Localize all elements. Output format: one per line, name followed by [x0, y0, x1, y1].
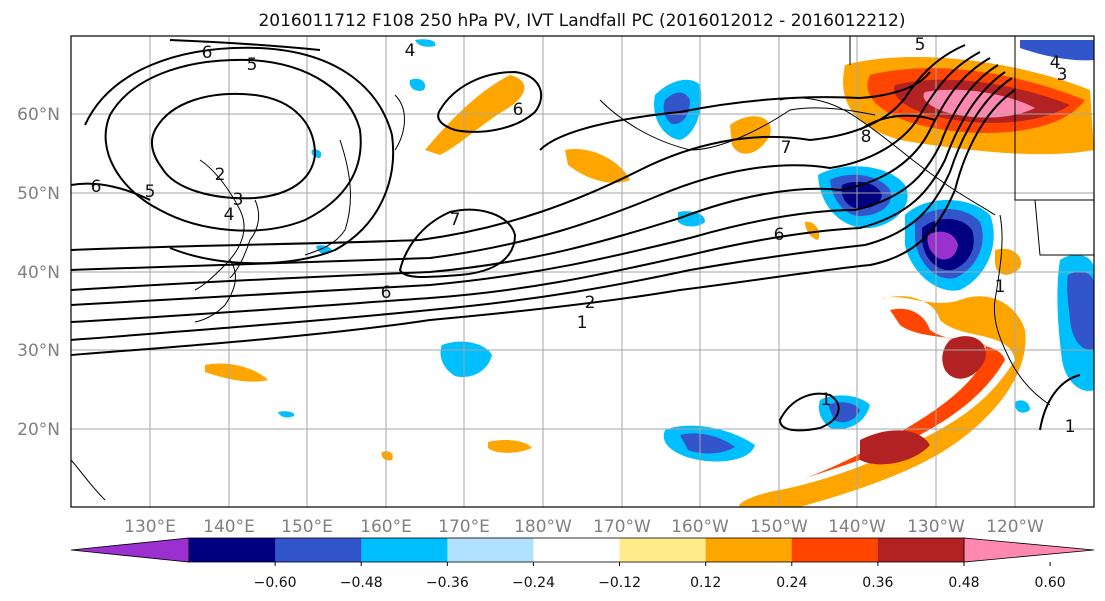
contour-label: 6	[513, 100, 524, 120]
colorbar-segment	[791, 538, 879, 562]
gridlines	[71, 36, 1094, 507]
lon-ticks: 130°E 140°E 150°E 160°E 170°E 180°W 170°…	[124, 517, 1044, 537]
contour-label: 7	[450, 210, 461, 230]
colorbar-tick-label: −0.36	[426, 575, 469, 591]
colorbar-segment	[275, 538, 362, 562]
contour-label: 1	[821, 390, 832, 410]
contour-label: 6	[91, 177, 102, 197]
contour-label: 5	[247, 55, 258, 75]
colorbar-tick-label: 0.60	[1035, 575, 1066, 591]
colorbar-tick-label: 0.36	[862, 575, 893, 591]
colorbar-tick-label: −0.24	[512, 575, 555, 591]
lat-ticks: 60°N 50°N 40°N 30°N 20°N	[17, 105, 60, 440]
colorbar-tick-label: 0.48	[948, 575, 979, 591]
pv-fill-negative	[278, 39, 1094, 462]
lat-tick-label: 50°N	[17, 184, 60, 204]
lon-tick-label: 170°E	[438, 517, 490, 537]
colorbar-segments	[70, 537, 1095, 563]
contour-label: 5	[145, 182, 156, 202]
contour-label: 2	[585, 293, 596, 313]
contour-label: 4	[405, 41, 416, 61]
contour-label: 6	[202, 43, 213, 63]
lat-tick-label: 40°N	[17, 263, 60, 283]
coastlines	[71, 94, 1051, 501]
lon-tick-label: 170°W	[593, 517, 651, 537]
colorbar-segment	[705, 538, 793, 562]
colorbar-segment	[619, 538, 707, 562]
ivt-contours	[71, 39, 1081, 432]
contour-label: 1	[577, 313, 588, 333]
colorbar: −0.60 −0.48 −0.36 −0.24 −0.12 0.12 0.24 0.36 0.4…	[70, 537, 1095, 591]
lat-tick-label: 60°N	[17, 105, 60, 125]
contour-label: 6	[381, 283, 392, 303]
lat-tick-label: 20°N	[17, 420, 60, 440]
colorbar-ticks: −0.60 −0.48 −0.36 −0.24 −0.12 0.12 0.24 0.36 0.4…	[254, 562, 1066, 591]
colorbar-tick-label: −0.60	[254, 575, 297, 591]
lon-tick-label: 150°W	[750, 517, 808, 537]
contour-label: 3	[233, 190, 244, 210]
lon-tick-label: 180°W	[514, 517, 572, 537]
lon-tick-label: 120°W	[986, 517, 1044, 537]
contour-label: 4	[224, 205, 235, 225]
map-panel: 6 5 4 2 3 4 6 5 6 7 6 2 1 7 6 8 5 4 3 1	[70, 35, 1095, 508]
map-title: 2016011712 F108 250 hPa PV, IVT Landfall…	[258, 11, 905, 31]
contour-label: 8	[861, 127, 872, 147]
colorbar-segment	[447, 538, 534, 562]
lon-tick-label: 130°E	[124, 517, 176, 537]
map-frame	[70, 35, 1095, 508]
colorbar-extension-high	[963, 537, 1095, 563]
contour-label: 5	[915, 35, 926, 55]
contour-label: 6	[774, 225, 785, 245]
contour-label: 7	[781, 138, 792, 158]
contour-label: 3	[1057, 65, 1068, 85]
pv-fill-positive	[205, 57, 1094, 507]
lat-tick-label: 30°N	[17, 341, 60, 361]
lon-tick-label: 150°E	[281, 517, 333, 537]
colorbar-segment	[189, 538, 276, 562]
lon-tick-label: 130°W	[907, 517, 965, 537]
colorbar-tick-label: −0.12	[598, 575, 641, 591]
colorbar-segment	[361, 538, 448, 562]
contour-labels: 6 5 4 2 3 4 6 5 6 7 6 2 1 7 6 8 5 4 3 1	[91, 35, 1076, 437]
lon-tick-label: 160°W	[671, 517, 729, 537]
colorbar-tick-label: 0.24	[776, 575, 807, 591]
lon-tick-label: 140°W	[828, 517, 886, 537]
colorbar-segment	[533, 538, 621, 562]
contour-label: 1	[1065, 417, 1076, 437]
colorbar-segment	[877, 538, 965, 562]
lon-tick-label: 140°E	[203, 517, 255, 537]
lon-tick-label: 160°E	[360, 517, 412, 537]
colorbar-frame	[188, 537, 965, 563]
contour-label: 2	[215, 165, 226, 185]
contour-label: 4	[1050, 53, 1061, 73]
colorbar-extension-low	[70, 537, 190, 563]
colorbar-tick-label: 0.12	[690, 575, 721, 591]
contour-label: 1	[995, 277, 1006, 297]
colorbar-tick-label: −0.48	[340, 575, 383, 591]
